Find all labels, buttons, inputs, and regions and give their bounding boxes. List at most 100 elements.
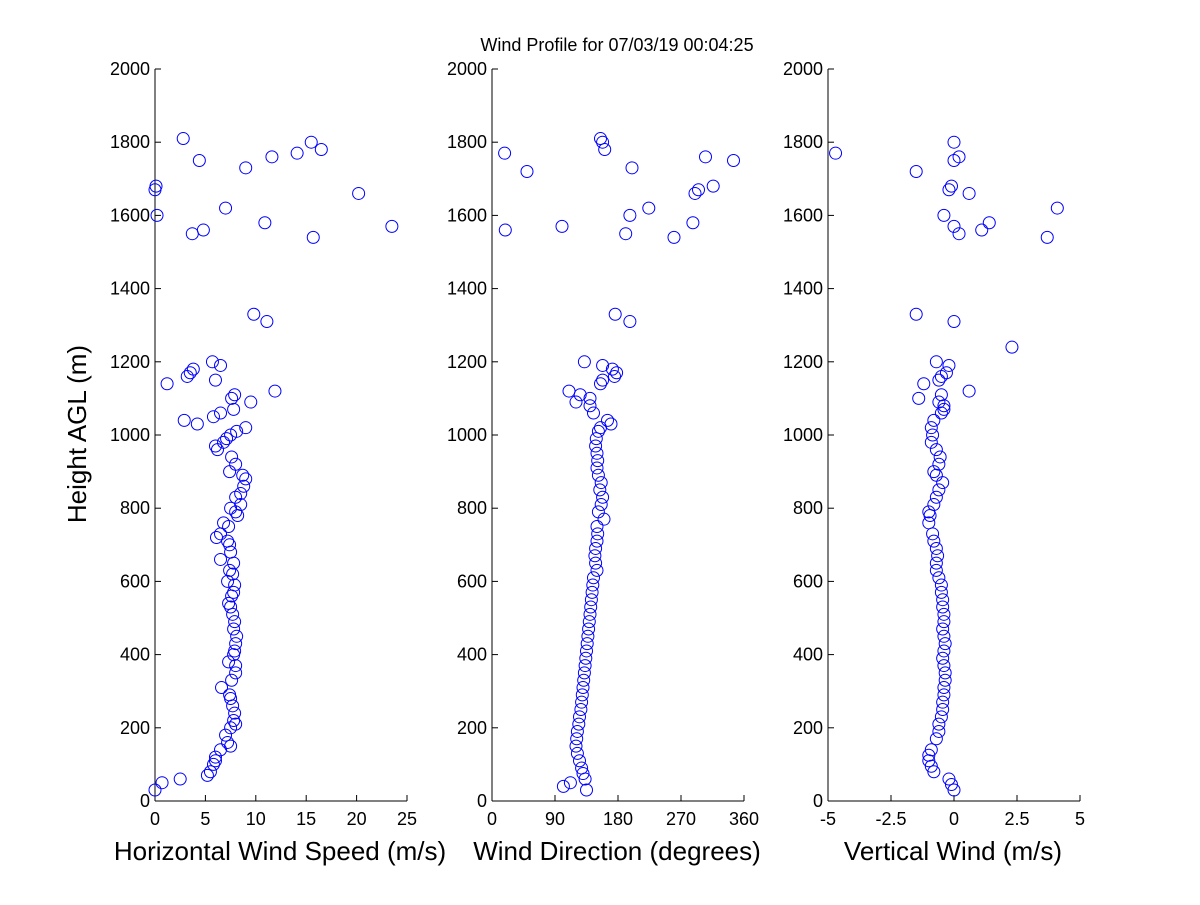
data-point-vertical [938,666,952,680]
data-point-vertical [937,208,951,222]
data-point-direction [589,439,603,453]
y-tick-label-direction: 400 [457,645,487,665]
data-point-direction [590,563,604,577]
data-point-speed [227,713,241,727]
data-point-speed [290,146,304,160]
data-point-direction [498,223,512,237]
data-point-vertical [942,772,956,786]
data-point-direction [573,388,587,402]
data-point-direction [591,424,605,438]
data-point-vertical [922,516,936,530]
data-point-speed [314,143,328,157]
data-point-vertical [947,783,961,797]
data-point-speed [229,666,243,680]
data-point-direction [563,776,577,790]
data-point-vertical [962,186,976,200]
data-point-speed [227,622,241,636]
data-point-vertical [924,743,938,757]
x-axis-label-speed: Horizontal Wind Speed (m/s) [114,836,446,866]
data-point-direction [699,150,712,164]
data-point-vertical [909,164,923,178]
data-point-speed [186,362,200,376]
data-point-direction [580,637,594,651]
data-point-vertical [934,710,948,724]
data-point-speed [265,150,279,164]
y-tick-label-vertical: 0 [813,791,823,811]
data-point-vertical [952,150,966,164]
x-axis-label-direction: Wind Direction (degrees) [473,836,761,866]
data-point-direction [570,746,584,760]
data-point-direction [594,377,607,391]
data-point-direction [575,688,589,702]
data-point-direction [578,659,592,673]
data-point-vertical [929,541,943,555]
data-point-vertical [936,703,950,716]
data-point-direction [623,315,637,329]
data-point-vertical [923,509,937,523]
data-point-direction [577,673,591,687]
data-point-vertical [939,366,953,380]
x-tick-label-vertical: 0 [949,809,959,829]
data-point-vertical [936,622,950,636]
data-point-speed [247,307,261,321]
y-tick-label-speed: 1400 [110,279,150,299]
data-point-direction [577,355,591,369]
data-point-speed [229,717,243,731]
data-point-vertical [944,778,958,792]
data-point-vertical [929,563,943,577]
data-point-vertical [1050,201,1064,215]
y-tick-label-direction: 800 [457,498,487,518]
data-point-direction [596,135,610,149]
data-point-speed [237,479,251,493]
data-point-speed [219,728,233,742]
data-point-direction [706,179,720,193]
y-tick-label-speed: 1000 [110,425,150,445]
data-point-speed [223,465,237,479]
data-point-direction [692,183,705,197]
y-tick-label-speed: 1200 [110,352,150,372]
x-tick-label-vertical: -5 [820,809,836,829]
data-point-vertical [912,391,926,405]
data-point-vertical [937,629,951,643]
data-point-direction [588,549,602,563]
y-tick-label-vertical: 1600 [783,205,823,225]
data-point-speed [217,435,231,449]
data-point-vertical [929,468,943,482]
data-point-speed [214,406,228,420]
data-point-speed [150,208,164,222]
data-point-vertical [936,600,950,614]
y-tick-label-speed: 800 [120,498,150,518]
data-point-speed [214,743,228,757]
data-point-speed [258,216,272,230]
data-point-direction [591,468,605,482]
data-point-vertical [932,724,946,738]
data-point-speed [205,355,219,369]
x-tick-label-direction: 180 [603,809,633,829]
data-point-direction [520,164,534,178]
data-point-direction [623,208,637,222]
data-point-direction [590,534,604,548]
data-point-vertical [929,490,943,504]
data-point-speed [229,659,243,673]
data-point-vertical [942,358,956,372]
data-point-vertical [934,585,948,599]
y-tick-label-vertical: 600 [793,571,823,591]
data-point-direction [589,556,603,570]
data-point-vertical [929,443,943,457]
y-tick-label-vertical: 800 [793,498,823,518]
data-point-vertical [926,527,940,541]
data-point-vertical [937,681,951,695]
y-tick-label-direction: 1600 [447,205,487,225]
data-point-speed [203,765,217,779]
data-point-direction [573,710,586,724]
data-point-speed [236,468,250,482]
data-point-direction [587,406,600,420]
data-point-speed [227,556,241,570]
data-point-speed [228,706,242,720]
data-point-vertical [932,483,946,497]
data-point-speed [227,402,241,416]
data-point-direction [585,585,599,599]
x-axis-label-vertical: Vertical Wind (m/s) [844,836,1062,866]
data-point-vertical [927,498,941,512]
